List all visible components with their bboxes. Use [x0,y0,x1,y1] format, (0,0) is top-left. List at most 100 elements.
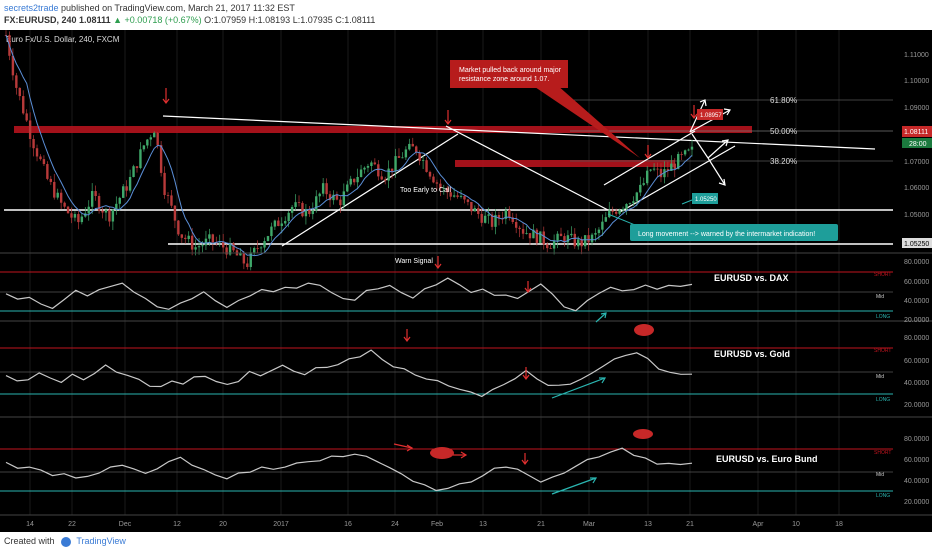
candle-body [583,235,587,247]
fib-382-label: 38.20% [770,157,797,166]
price-tick: 1.11000 [904,52,929,59]
candle-body [332,194,335,201]
candle-body [97,196,101,211]
short-zone-label: SHORT [874,450,891,456]
panel-tick: 60.0000 [904,358,929,365]
oscillator-line [5,349,693,398]
support-price-tag [902,238,932,248]
price-tag-high [697,109,723,120]
candle-body [418,152,421,161]
candle-body [335,194,339,200]
candle-body [532,229,535,239]
candle-body [380,176,383,180]
candle-body [63,202,66,207]
panel-tick: 40.0000 [904,298,929,305]
time-tick: 22 [68,521,76,528]
candle-body [115,203,118,210]
candle-body [304,209,308,217]
candle-body [663,169,666,178]
candle-body [80,216,84,223]
candle-body [42,159,46,165]
candle-body [659,168,663,178]
ascending-trendline [281,133,459,247]
candle-body [56,192,59,198]
candle-body [518,227,521,230]
candle-body [339,199,342,206]
peak-highlight [634,324,654,336]
candle-body [411,143,414,147]
candle-body [608,210,611,218]
candle-body [346,184,349,192]
candle-body [259,247,263,249]
candle-body [690,146,694,150]
support-price-text: 1.05250 [904,241,929,248]
candle-body [90,191,94,207]
panel-tick: 80.0000 [904,259,929,266]
candle-body [139,149,142,169]
resistance-zone-107 [455,160,675,167]
author-link[interactable]: secrets2trade [4,3,59,13]
chart-footer: Created with TradingView [0,532,932,550]
candle-body [649,169,652,171]
candle-body [125,186,128,191]
chart-canvas[interactable]: Euro Fx/U.S. Dollar, 240, FXCM 61.80% 50… [0,30,932,532]
candle-body [280,223,283,226]
current-price-tag [902,126,932,137]
candle-body [263,240,266,248]
fib-50-label: 50.00% [770,127,797,136]
candle-body [570,233,573,236]
panel-signal-arrows [403,329,530,380]
tradingview-link[interactable]: TradingView [76,536,126,546]
candle-body [242,252,246,264]
candle-body [473,208,477,212]
time-tick: Apr [753,521,765,528]
price-tick: 1.05000 [904,212,929,219]
mid-zone-label: Mid [876,472,884,478]
candle-body [94,191,97,197]
up-arrow-icon: ▲ [113,15,123,25]
pullback-trendline [445,125,609,211]
too-early-label: Too Early to Call [400,187,451,194]
candle-body [253,248,256,253]
candle-body [687,149,690,151]
candle-body [349,178,352,185]
panel-label-euro-bund: EURUSD vs. Euro Bund [716,454,818,464]
candle-body [173,205,177,221]
candle-body [521,229,525,234]
panel-tick: 40.0000 [904,478,929,485]
panel-long-arrow [551,377,607,399]
candle-body [594,233,597,235]
candle-body [153,132,156,138]
price-tag-low [692,193,718,204]
candle-body [611,210,614,212]
panel-signal-arrows [393,443,529,465]
candle-body [459,195,463,197]
panel-tick: 20.0000 [904,499,929,506]
candle-body [321,183,325,194]
candle-body [146,139,149,146]
candle-body [363,167,366,170]
candle-body [308,209,311,215]
candle-body [301,202,304,217]
candle-body [628,203,632,205]
candle-body [432,176,435,183]
price-tag-high-text: 1.08957 [700,113,722,119]
publish-info: published on TradingView.com, March 21, … [61,3,295,13]
candle-body [232,243,235,251]
candle-body [128,177,132,191]
candle-body [621,208,625,211]
candle-body [546,244,549,249]
ohlc-values: O:1.07959 H:1.08193 L:1.07935 C:1.08111 [204,15,376,25]
panel-long-arrow [595,312,607,323]
symbol-line: FX:EURUSD, 240 1.08111 ▲ +0.00718 (+0.67… [4,15,375,26]
long-zone-label: LONG [876,314,890,320]
candle-body [601,221,604,230]
candle-body [683,150,687,155]
candle-body [149,137,152,140]
candle-body [390,168,394,172]
candle-body [549,248,552,249]
candle-body [101,210,104,213]
candle-body [632,201,635,204]
long-zone-label: LONG [876,493,890,499]
mid-zone-label: Mid [876,374,884,380]
